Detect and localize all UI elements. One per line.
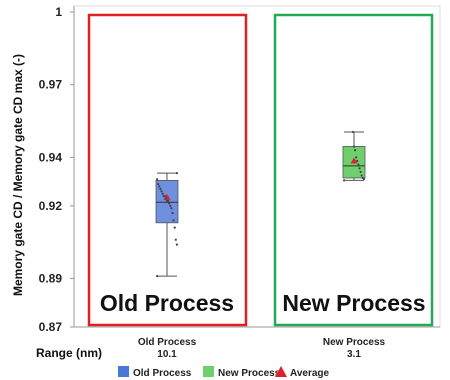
data-point	[161, 192, 164, 195]
category-frame	[273, 13, 434, 327]
data-point	[352, 145, 356, 148]
x-category-label: Old Process	[138, 337, 197, 348]
data-point	[159, 187, 162, 190]
y-ticks: 1 0.97 0.94 0.92 0.89 0.87	[39, 5, 74, 334]
y-tick-label: 0.89	[39, 272, 63, 286]
data-point	[158, 185, 161, 188]
data-point	[156, 178, 159, 181]
data-point	[175, 243, 178, 246]
average-marker	[350, 157, 358, 164]
legend-label: Old Process	[133, 368, 192, 379]
y-tick-label: 0.94	[39, 150, 63, 164]
category-frames: Old Process New Process	[87, 13, 434, 327]
data-point	[361, 176, 364, 180]
category-annotation: New Process	[282, 290, 425, 316]
data-point	[358, 167, 361, 170]
data-point	[165, 199, 169, 203]
data-point	[356, 159, 359, 163]
data-point	[354, 149, 357, 152]
legend-swatch	[203, 366, 214, 377]
data-point	[168, 202, 171, 205]
legend-label: Average	[290, 368, 330, 379]
data-point	[156, 275, 159, 278]
range-label: Range (nm)	[36, 346, 102, 360]
data-point	[170, 207, 173, 210]
x-category-range: 3.1	[347, 349, 361, 360]
data-point	[157, 182, 160, 186]
data-point	[357, 163, 360, 166]
y-tick-label: 0.87	[39, 320, 63, 334]
x-category-label: New Process	[323, 337, 386, 348]
y-axis-label: Memory gate CD / Memory gate CD max (-)	[11, 54, 25, 296]
data-point	[175, 172, 178, 175]
data-point	[351, 130, 354, 134]
category-frame	[87, 13, 248, 327]
plot-area	[73, 5, 441, 328]
legend-label: New Process	[218, 368, 281, 379]
data-point	[171, 212, 174, 215]
data-point	[343, 179, 346, 182]
y-tick-label: 1	[55, 5, 62, 19]
data-point	[160, 190, 163, 193]
data-point	[164, 197, 167, 200]
legend-swatch	[118, 366, 129, 377]
y-tick-label: 0.92	[39, 199, 63, 213]
data-point	[169, 204, 172, 207]
y-tick-label: 0.97	[39, 78, 63, 92]
data-point	[355, 156, 358, 159]
legend-average-marker	[275, 366, 287, 377]
data-point	[172, 219, 175, 222]
data-point	[359, 170, 362, 174]
data-point	[162, 195, 165, 198]
legend: Old Process New Process Average	[118, 366, 330, 379]
x-category-range: 10.1	[157, 349, 177, 360]
data-point	[173, 226, 176, 229]
data-points	[156, 130, 365, 278]
data-point	[360, 174, 363, 177]
category-annotation: Old Process	[100, 290, 234, 316]
data-point	[174, 238, 177, 241]
